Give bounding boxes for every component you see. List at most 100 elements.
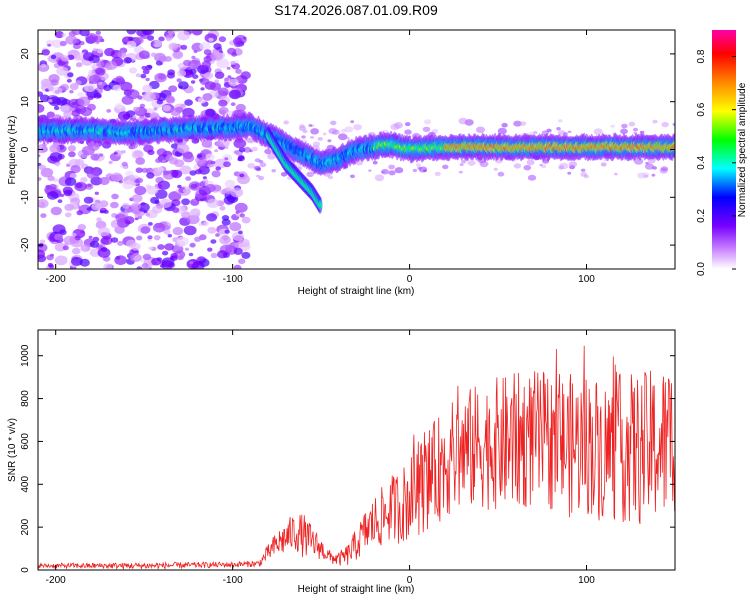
heatmap-cell [568,161,578,168]
heatmap-cell [179,165,192,175]
heatmap-cell [56,66,69,76]
colorbar-ticks: 0.0 0.2 0.4 0.6 0.8 [696,49,736,276]
heatmap-cell [322,132,327,136]
heatmap-cell [527,174,537,181]
heatmap-cell [310,128,319,135]
heatmap-cell [80,177,88,183]
heatmap-cell [70,165,81,173]
heatmap-cell [189,170,197,176]
spectrogram-ytick-label: -10 [20,190,31,205]
snr-xtick-label: 100 [578,575,595,586]
heatmap-cell [201,139,213,148]
heatmap-cell [161,159,166,163]
heatmap-cell [660,166,669,172]
heatmap-cell [558,165,564,170]
heatmap-cell [223,161,231,168]
heatmap-cell [65,35,78,45]
heatmap-cell [296,165,303,170]
heatmap-cell [126,30,137,35]
heatmap-cell [150,41,155,45]
heatmap-cell [96,48,104,54]
heatmap-cell [88,142,100,151]
heatmap-cell [228,89,241,100]
heatmap-cell [372,160,378,165]
heatmap-cell [155,158,162,164]
heatmap-cell [344,126,354,133]
heatmap-cell [40,167,54,178]
heatmap-cell [246,137,255,143]
heatmap-cell [134,185,147,196]
snr-plot-area [38,330,675,570]
colorbar-label: Normalized spectral amplitude [737,82,748,217]
heatmap-cell [145,64,153,71]
heatmap-cell [41,49,50,56]
heatmap-cell [130,253,142,263]
heatmap-cell [114,255,127,266]
heatmap-cell [110,172,123,182]
heatmap-cell [113,151,118,155]
heatmap-cell [221,218,231,226]
heatmap-cell [177,30,191,41]
heatmap-cell [328,128,338,135]
heatmap-cell [209,82,221,91]
heatmap-cell [172,227,184,236]
heatmap-cell [230,102,236,107]
heatmap-cell [214,79,220,84]
heatmap-cell [47,191,59,200]
heatmap-cell [210,160,216,165]
heatmap-cell [110,237,119,243]
heatmap-cell [38,201,42,206]
heatmap-cell [162,250,169,256]
heatmap-cell [214,149,219,153]
heatmap-cell [218,107,229,115]
heatmap-cell [176,143,190,154]
heatmap-cell [115,103,124,110]
heatmap-cell [141,30,155,36]
heatmap-cell [672,122,675,126]
heatmap-cell [135,167,143,173]
heatmap-cell [57,199,63,204]
heatmap-cell [47,175,55,182]
heatmap-cell [131,194,143,203]
heatmap-cell [467,160,476,166]
heatmap-cell [308,124,313,127]
heatmap-cell [195,169,202,175]
heatmap-cell [493,167,498,171]
heatmap-cell [189,68,197,75]
heatmap-cell [233,247,243,255]
heatmap-cell [251,146,258,152]
heatmap-cell [133,150,143,158]
heatmap-cell [214,71,225,79]
heatmap-cell [134,217,139,221]
heatmap-cell [207,247,213,252]
heatmap-cell [87,183,92,188]
heatmap-cell [88,69,96,76]
heatmap-cell [621,123,628,129]
heatmap-cell [224,157,229,161]
heatmap-cell [156,148,167,157]
heatmap-cell [136,266,143,269]
heatmap-cell [233,150,239,155]
spectrogram-heatmap [38,30,675,269]
heatmap-cell [423,119,432,125]
heatmap-cell [151,257,162,266]
heatmap-cell [77,92,84,98]
heatmap-cell [115,75,124,83]
heatmap-cell [219,206,226,211]
heatmap-cell [234,41,242,48]
heatmap-cell [258,175,265,181]
heatmap-cell [88,235,93,239]
figure-title: S174.2026.087.01.09.R09 [274,2,438,18]
heatmap-cell [91,202,102,211]
heatmap-cell [71,232,77,237]
heatmap-cell [581,168,586,172]
heatmap-cell [461,159,467,164]
heatmap-cell [381,170,385,174]
spectrogram-ytick-label: -20 [20,237,31,252]
heatmap-cell [203,221,209,227]
heatmap-cell [137,215,143,219]
heatmap-cell [215,166,221,171]
heatmap-cell [241,251,251,259]
heatmap-cell [641,172,650,178]
heatmap-cell [177,81,189,90]
